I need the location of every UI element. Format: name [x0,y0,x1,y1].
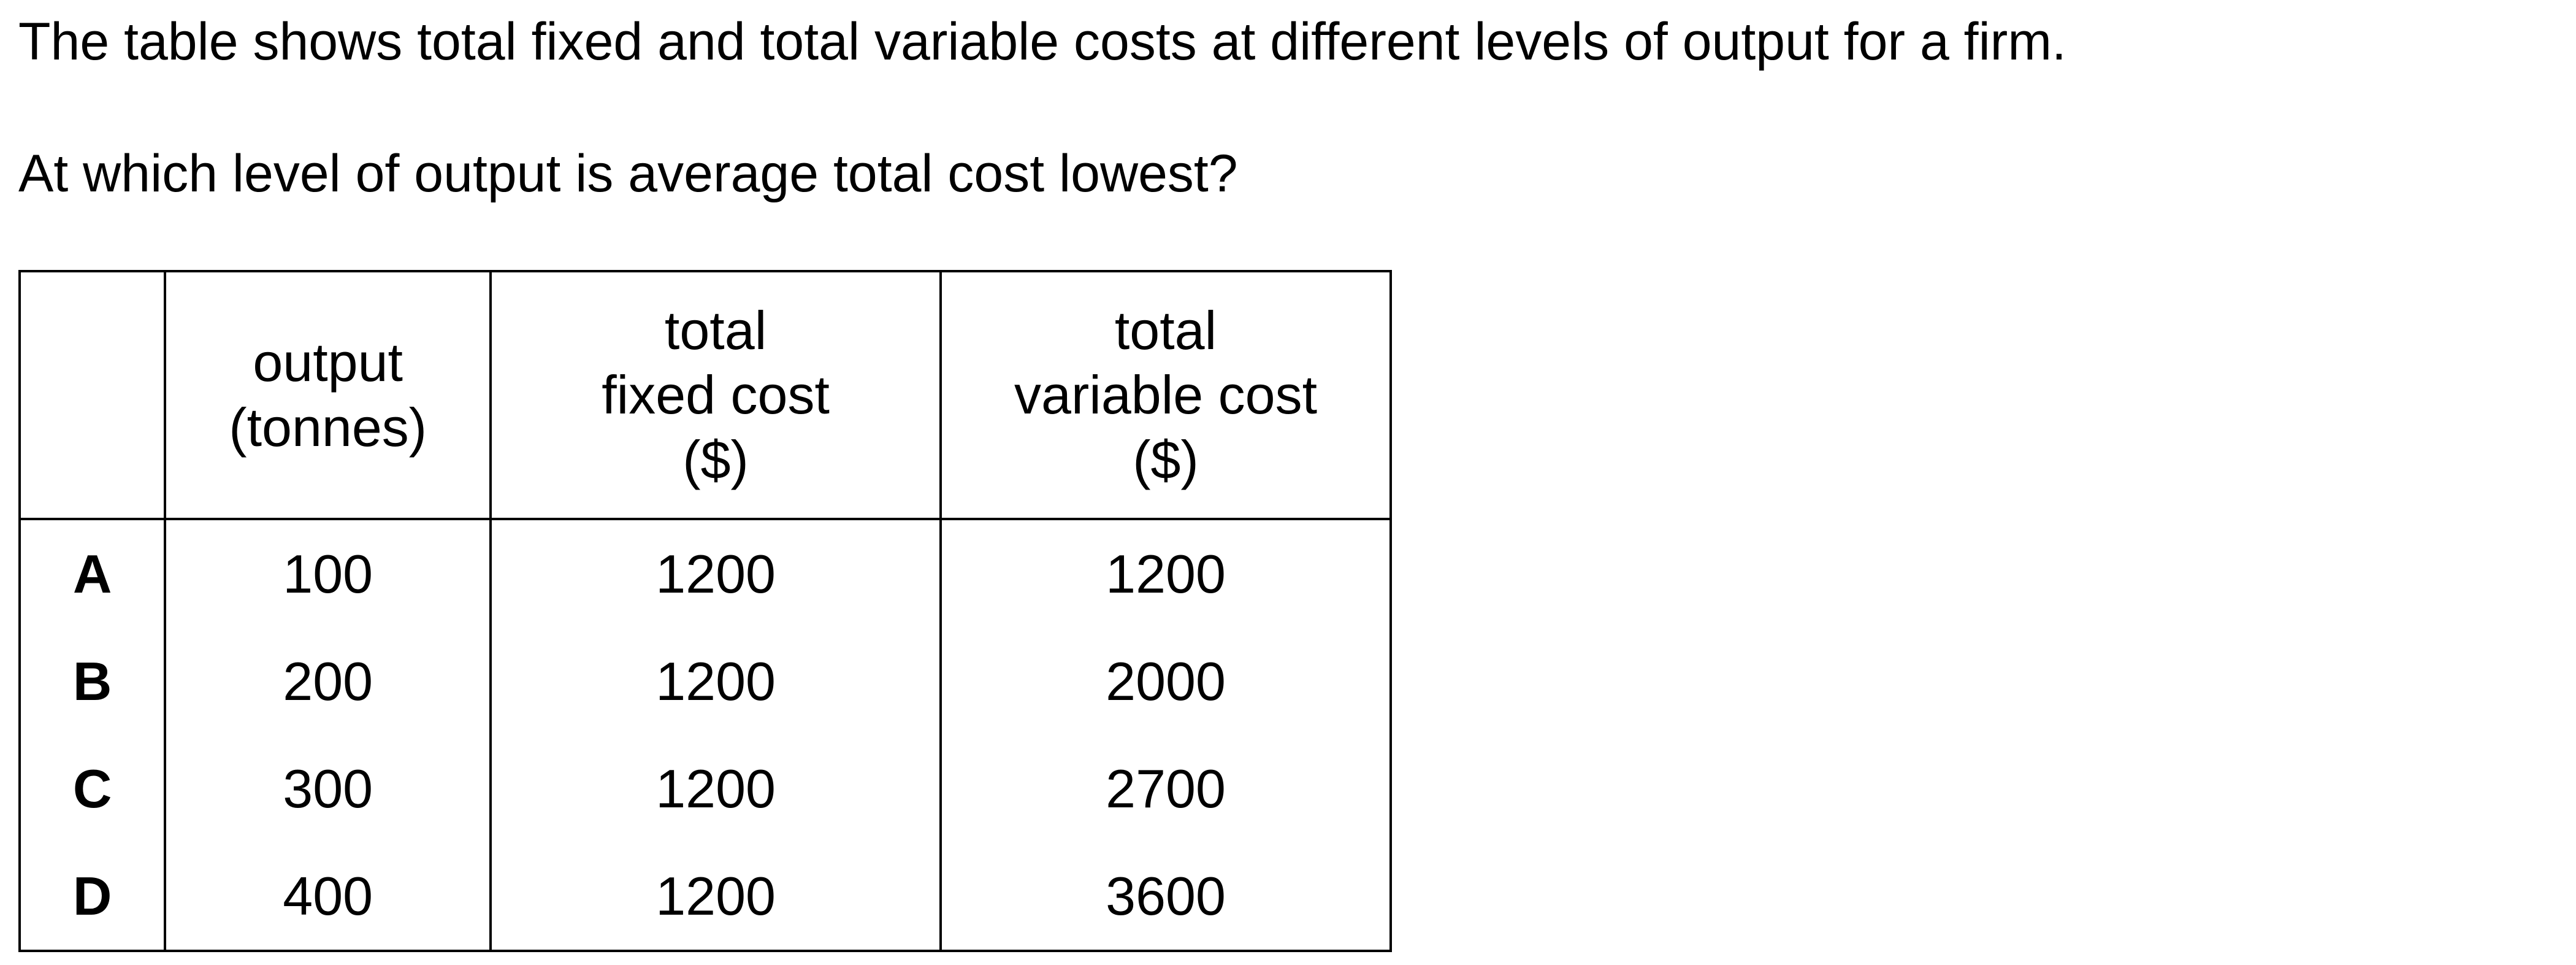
header-line: total [664,299,767,361]
variable-cost-cell: 2700 [939,735,1392,842]
option-key: C [18,735,167,842]
option-key: D [18,842,167,952]
cost-table: output (tonnes) total fixed cost ($) tot… [18,270,1392,952]
fixed-cost-cell: 1200 [489,842,942,952]
table-row: D 400 1200 3600 [18,842,1392,952]
header-line: total [1114,299,1217,361]
header-line: ($) [1133,429,1199,490]
header-total-fixed-cost: total fixed cost ($) [489,270,942,520]
header-line: ($) [682,429,749,490]
header-line: output [253,332,403,393]
fixed-cost-cell: 1200 [489,735,942,842]
fixed-cost-cell: 1200 [489,519,942,628]
output-cell: 300 [164,735,492,842]
table-row: B 200 1200 2000 [18,628,1392,735]
variable-cost-cell: 1200 [939,519,1392,628]
table-row: A 100 1200 1200 [18,519,1392,628]
header-row: output (tonnes) total fixed cost ($) tot… [18,270,1392,520]
question-text: At which level of output is average tota… [18,144,1238,203]
header-line: fixed cost [602,364,830,426]
fixed-cost-cell: 1200 [489,628,942,735]
header-option [18,270,167,520]
header-line: (tonnes) [229,397,427,458]
table-row: C 300 1200 2700 [18,735,1392,842]
option-key: A [18,519,167,628]
output-cell: 100 [164,519,492,628]
output-cell: 400 [164,842,492,952]
intro-text: The table shows total fixed and total va… [18,12,2066,71]
header-line: variable cost [1014,364,1318,426]
header-output: output (tonnes) [164,270,492,520]
option-key: B [18,628,167,735]
variable-cost-cell: 3600 [939,842,1392,952]
variable-cost-cell: 2000 [939,628,1392,735]
header-total-variable-cost: total variable cost ($) [939,270,1392,520]
output-cell: 200 [164,628,492,735]
